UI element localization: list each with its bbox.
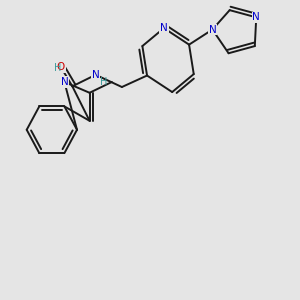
Text: N: N: [61, 77, 68, 87]
Text: N: N: [92, 70, 100, 80]
Text: N: N: [208, 25, 216, 34]
Text: O: O: [57, 62, 65, 72]
Text: N: N: [160, 23, 168, 33]
Text: N: N: [252, 12, 260, 22]
Text: H: H: [100, 77, 107, 87]
Text: H: H: [54, 63, 61, 73]
